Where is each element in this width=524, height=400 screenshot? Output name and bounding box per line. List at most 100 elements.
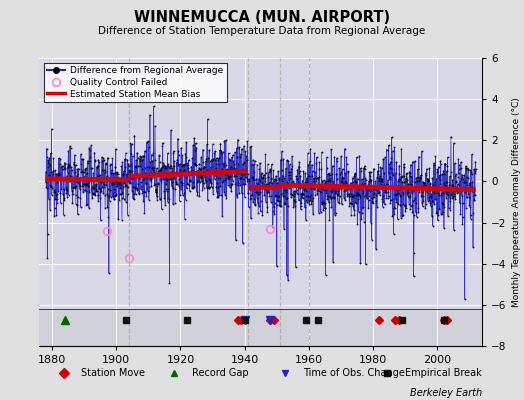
Point [72, 200, 80, 207]
Point [47, 182, 55, 189]
Point [410, 211, 418, 218]
Point [260, 178, 269, 184]
Point [215, 192, 223, 198]
Point [362, 185, 370, 192]
Point [131, 184, 139, 191]
Point [420, 180, 429, 186]
Point [281, 200, 289, 206]
Point [397, 214, 405, 221]
Point [311, 192, 320, 198]
Point [179, 161, 188, 168]
Point [430, 160, 438, 166]
Point [223, 175, 232, 181]
Point [439, 201, 447, 207]
Point [200, 164, 209, 170]
Point [470, 192, 478, 198]
Point [302, 193, 310, 199]
Point [331, 188, 339, 194]
Point [45, 155, 53, 161]
Point [441, 182, 449, 188]
Point [114, 216, 123, 222]
Point [101, 167, 110, 173]
Point [227, 188, 235, 195]
Point [350, 212, 358, 218]
Point [283, 178, 292, 185]
Point [175, 176, 183, 182]
Point [120, 180, 128, 187]
Point [280, 187, 288, 193]
Point [148, 158, 157, 164]
Point [159, 170, 168, 176]
Point [330, 181, 338, 188]
Point [192, 162, 200, 169]
Point [414, 209, 422, 215]
Point [162, 175, 170, 181]
Point [259, 174, 267, 180]
Point [127, 151, 135, 158]
Point [129, 171, 138, 178]
Point [243, 175, 251, 182]
Point [377, 177, 386, 184]
Point [114, 170, 122, 177]
Point [154, 181, 162, 188]
Point [302, 188, 311, 194]
Point [313, 191, 321, 198]
Point [195, 161, 203, 167]
Point [181, 196, 190, 203]
Point [58, 166, 67, 172]
Point [102, 175, 111, 182]
Point [395, 176, 403, 182]
Point [315, 188, 324, 194]
Point [409, 158, 417, 165]
Point [441, 189, 450, 196]
Point [56, 190, 64, 196]
Point [339, 181, 347, 187]
Point [429, 190, 438, 196]
Point [115, 197, 124, 203]
Point [442, 195, 450, 201]
Point [300, 184, 308, 190]
Point [354, 192, 362, 198]
Point [451, 196, 460, 202]
Point [383, 181, 391, 187]
Point [322, 187, 330, 193]
Point [43, 255, 51, 261]
Point [431, 186, 440, 193]
Point [286, 161, 294, 168]
Point [89, 189, 97, 196]
Point [113, 169, 121, 176]
Point [418, 148, 426, 155]
Point [445, 173, 454, 180]
Point [458, 221, 466, 227]
Point [348, 193, 356, 200]
Point [76, 176, 84, 183]
Point [357, 165, 365, 172]
Point [439, 190, 447, 196]
Point [92, 188, 101, 194]
Point [398, 173, 406, 180]
Point [390, 191, 399, 198]
Point [262, 186, 270, 192]
Point [368, 184, 377, 191]
Point [352, 192, 360, 199]
Point [434, 212, 443, 218]
Point [217, 169, 226, 176]
Point [366, 168, 375, 175]
Point [323, 171, 332, 178]
Point [337, 153, 345, 160]
Point [222, 174, 231, 181]
Point [420, 183, 429, 190]
Point [393, 187, 401, 193]
Point [391, 205, 399, 211]
Point [118, 159, 126, 166]
Point [347, 184, 356, 190]
Point [365, 178, 373, 185]
Point [53, 191, 61, 197]
Point [297, 200, 305, 206]
Point [319, 198, 327, 205]
Point [77, 169, 85, 176]
Point [264, 174, 272, 180]
Point [312, 175, 321, 181]
Point [124, 191, 132, 197]
Point [440, 225, 448, 231]
